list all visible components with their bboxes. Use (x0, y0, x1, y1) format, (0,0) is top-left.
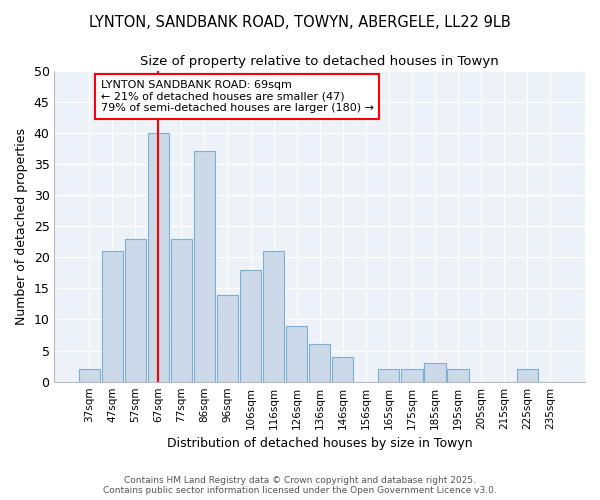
Bar (332, 357, 353, 382)
Bar (171, 238, 192, 382)
Bar (194, 152, 215, 382)
Bar (401, 369, 422, 382)
Bar (125, 238, 146, 382)
Bar (263, 251, 284, 382)
Bar (101, 251, 123, 382)
Y-axis label: Number of detached properties: Number of detached properties (15, 128, 28, 324)
Bar (424, 363, 446, 382)
Bar (517, 369, 538, 382)
Bar (448, 369, 469, 382)
Bar (286, 326, 307, 382)
Text: LYNTON SANDBANK ROAD: 69sqm
← 21% of detached houses are smaller (47)
79% of sem: LYNTON SANDBANK ROAD: 69sqm ← 21% of det… (101, 80, 374, 113)
Bar (217, 294, 238, 382)
Text: LYNTON, SANDBANK ROAD, TOWYN, ABERGELE, LL22 9LB: LYNTON, SANDBANK ROAD, TOWYN, ABERGELE, … (89, 15, 511, 30)
Bar (378, 369, 400, 382)
Bar (309, 344, 331, 382)
Bar (148, 133, 169, 382)
Title: Size of property relative to detached houses in Towyn: Size of property relative to detached ho… (140, 55, 499, 68)
Text: Contains HM Land Registry data © Crown copyright and database right 2025.
Contai: Contains HM Land Registry data © Crown c… (103, 476, 497, 495)
X-axis label: Distribution of detached houses by size in Towyn: Distribution of detached houses by size … (167, 437, 473, 450)
Bar (240, 270, 261, 382)
Bar (79, 369, 100, 382)
